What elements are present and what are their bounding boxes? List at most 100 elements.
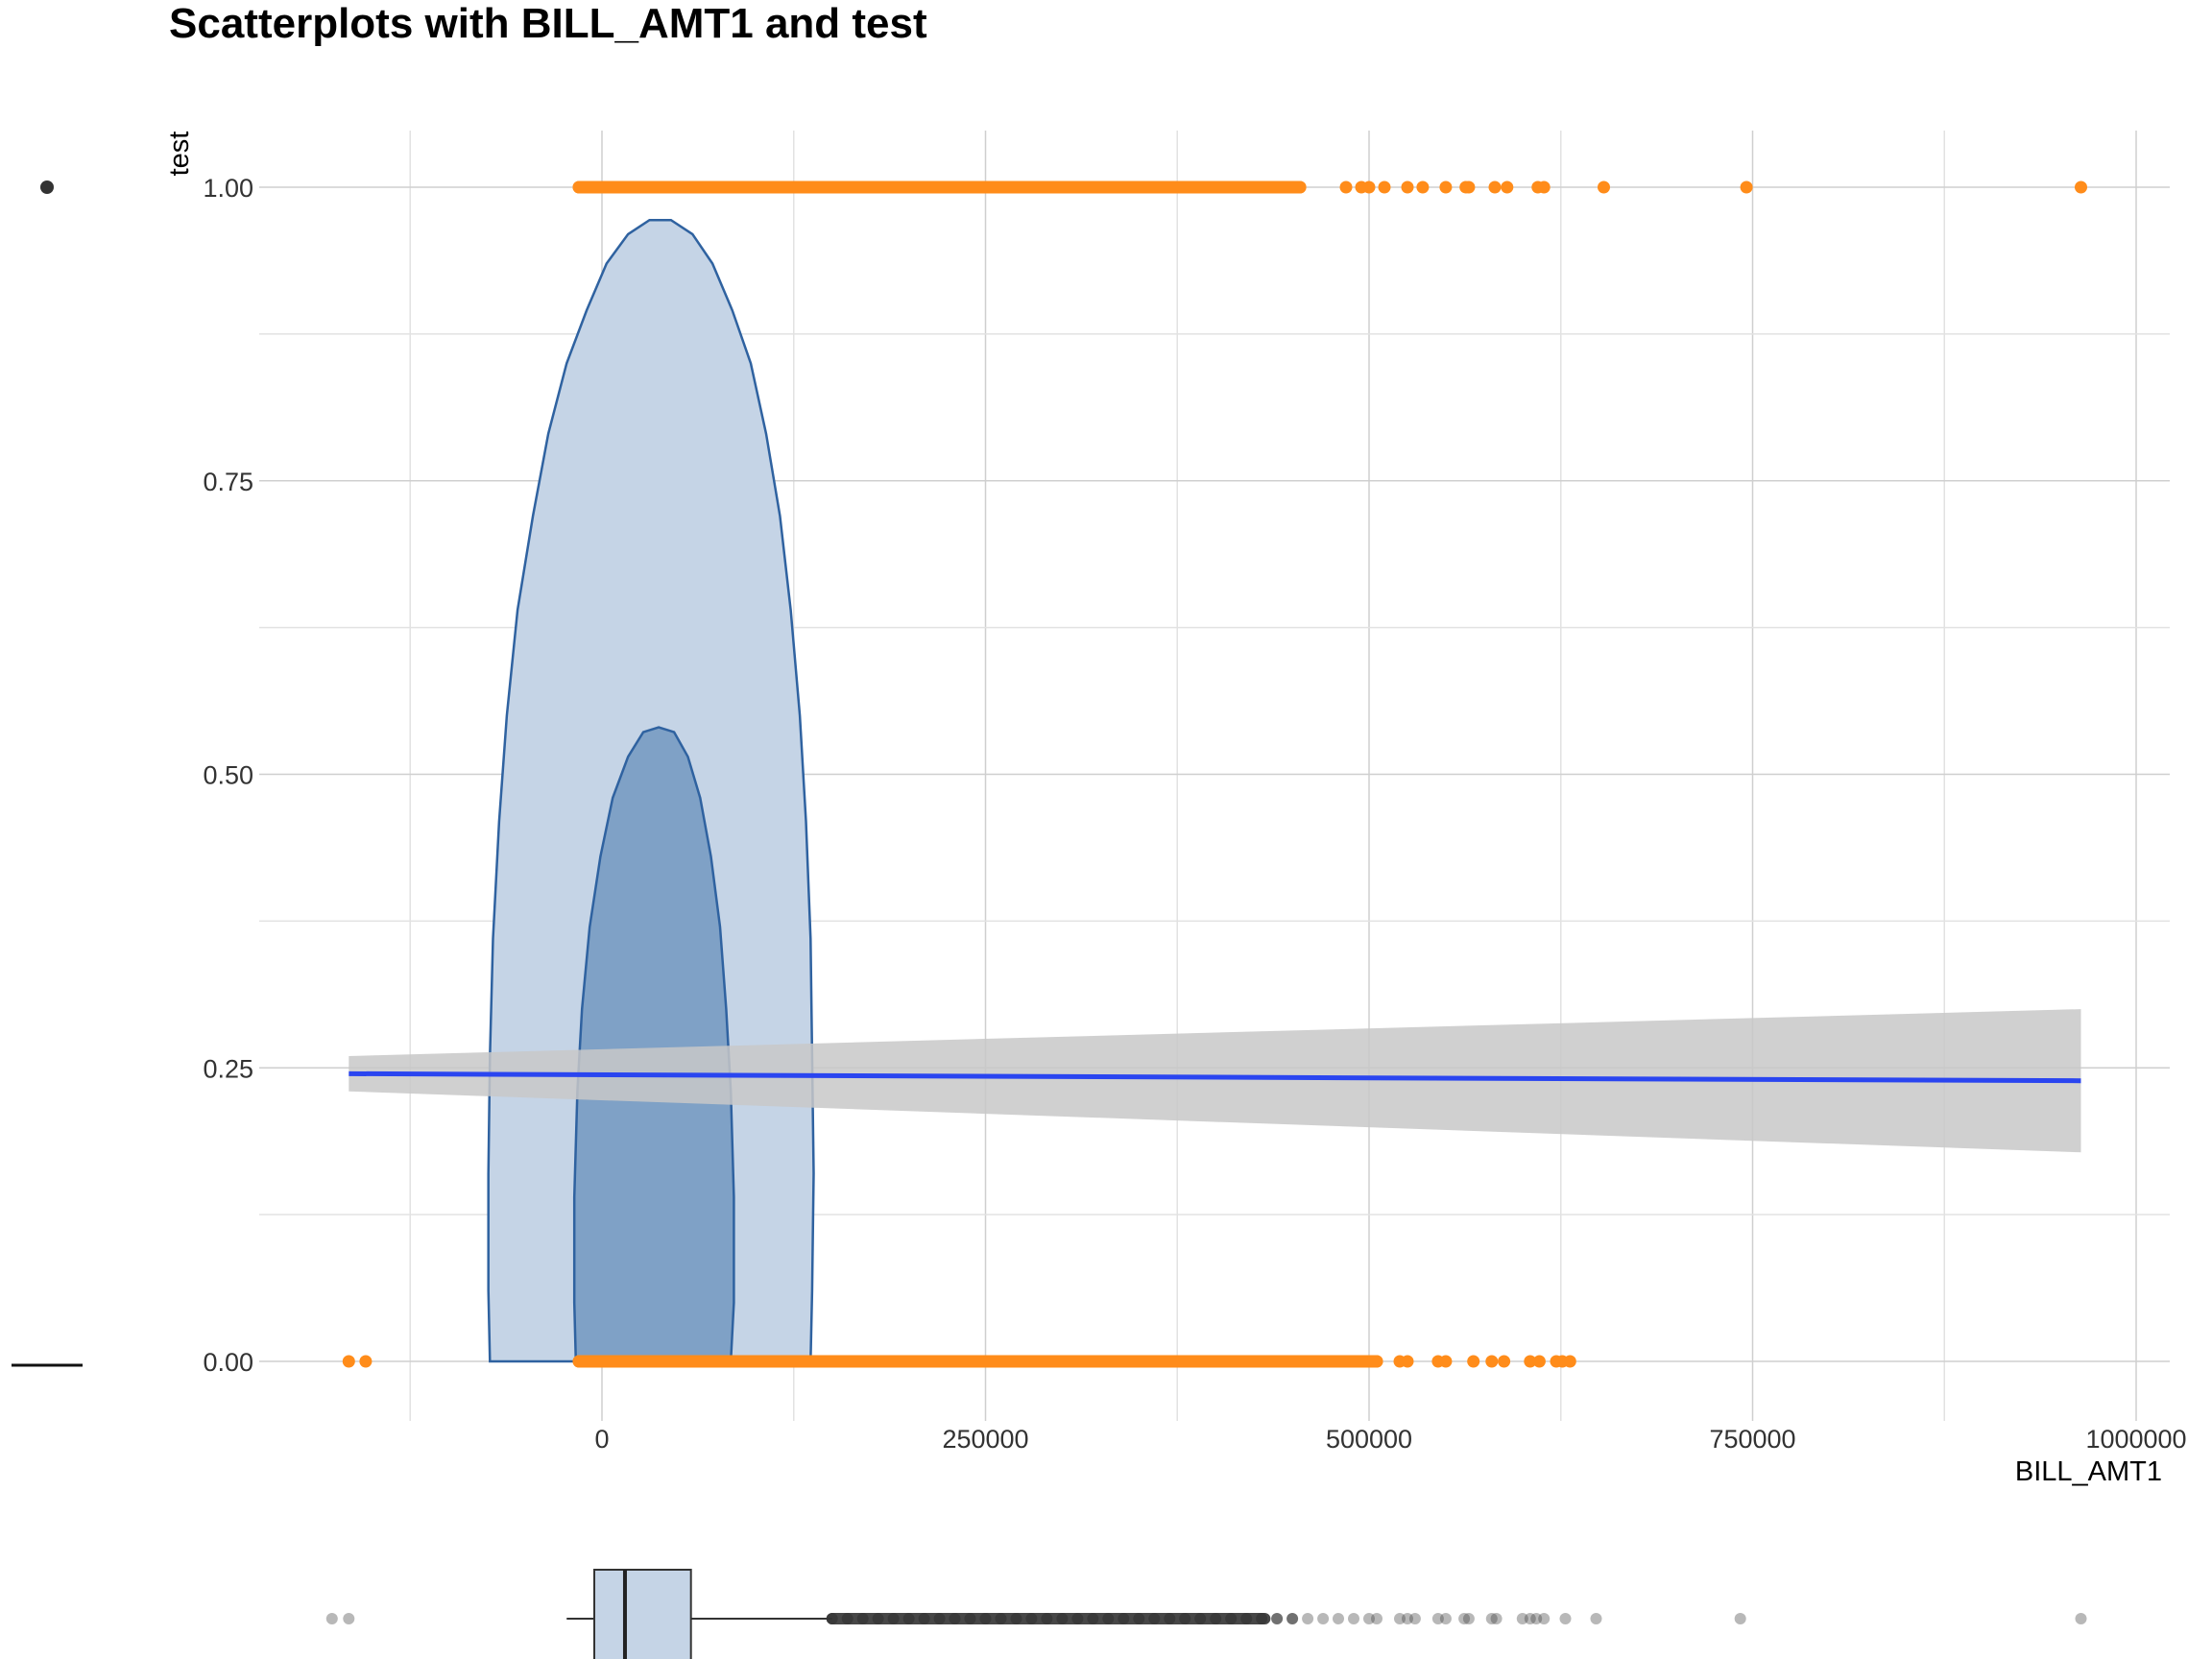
- data-point: [1537, 180, 1551, 194]
- y-axis-ticks: 0.00 0.25 0.50 0.75 1.00: [203, 174, 253, 1377]
- legend-point-key: [40, 180, 54, 194]
- boxplot-outlier: [1102, 1613, 1115, 1624]
- boxplot-outlier: [979, 1613, 992, 1624]
- boxplot-outlier: [1025, 1613, 1038, 1624]
- boxplot-outlier: [1133, 1613, 1145, 1624]
- boxplot-outlier: [1010, 1613, 1022, 1624]
- boxplot-outlier: [1734, 1613, 1746, 1624]
- x-tick-label: 500000: [1326, 1425, 1412, 1454]
- boxplot-outlier: [1485, 1613, 1498, 1624]
- confidence-band-layer: [349, 1009, 2081, 1153]
- x-tick-label: 0: [594, 1425, 609, 1454]
- boxplot-outlier: [902, 1613, 915, 1624]
- boxplot-outlier: [949, 1613, 961, 1624]
- boxplot-outlier: [1363, 1613, 1375, 1624]
- boxplot-outlier: [325, 1613, 338, 1624]
- x-tick-label: 250000: [942, 1425, 1028, 1454]
- data-point: [1339, 180, 1353, 194]
- boxplot-outlier: [933, 1613, 946, 1624]
- data-point: [1378, 180, 1391, 194]
- data-point: [1598, 180, 1610, 194]
- boxplot-outlier: [1210, 1613, 1222, 1624]
- boxplot-outlier: [1317, 1613, 1330, 1624]
- boxplot-outlier: [1439, 1613, 1452, 1624]
- data-point: [1740, 180, 1753, 194]
- boxplot-outlier: [1148, 1613, 1161, 1624]
- data-point: [1501, 180, 1514, 194]
- y-tick-label: 0.00: [203, 1348, 253, 1377]
- boxplot-outlier: [1256, 1613, 1268, 1624]
- data-point: [1498, 1355, 1511, 1368]
- boxplot-outlier: [995, 1613, 1007, 1624]
- data-point: [1485, 1355, 1499, 1368]
- boxplot-outlier: [1225, 1613, 1238, 1624]
- y-tick-label: 0.25: [203, 1054, 253, 1083]
- boxplot-outlier: [1071, 1613, 1084, 1624]
- boxplot-outlier: [1408, 1613, 1421, 1624]
- y-tick-label: 1.00: [203, 174, 253, 203]
- data-point: [342, 1355, 355, 1368]
- y-axis-label: test: [164, 132, 195, 177]
- data-point: [359, 1355, 373, 1368]
- boxplot-outlier: [856, 1613, 869, 1624]
- boxplot-outlier: [1164, 1613, 1176, 1624]
- data-point: [1439, 180, 1453, 194]
- boxplot-outlier: [1302, 1613, 1314, 1624]
- boxplot-outlier: [1490, 1613, 1503, 1624]
- boxplot-outlier: [1194, 1613, 1207, 1624]
- scatter-points: [342, 180, 2087, 1368]
- data-point: [2075, 180, 2087, 194]
- data-point: [1563, 1355, 1576, 1368]
- boxplot-outlier: [1431, 1613, 1444, 1624]
- data-point: [1401, 180, 1414, 194]
- boxplot-outlier: [1530, 1613, 1543, 1624]
- boxplot-outlier: [1179, 1613, 1191, 1624]
- data-point: [1462, 180, 1476, 194]
- boxplot-outlier: [1056, 1613, 1069, 1624]
- boxplot-outlier: [2075, 1613, 2087, 1624]
- chart-title: Scatterplots with BILL_AMT1 and test: [169, 0, 927, 47]
- boxplot-outlier: [964, 1613, 976, 1624]
- boxplot-outlier: [841, 1613, 854, 1624]
- boxplot-outlier: [887, 1613, 900, 1624]
- boxplot-box: [593, 1569, 692, 1659]
- data-point: [1362, 180, 1376, 194]
- data-point: [1467, 1355, 1480, 1368]
- x-axis-label: BILL_AMT1: [2015, 1456, 2162, 1487]
- data-point: [1401, 1355, 1414, 1368]
- boxplot-outlier: [1041, 1613, 1053, 1624]
- boxplot-outlier: [918, 1613, 930, 1624]
- boxplot-outlier: [1087, 1613, 1099, 1624]
- data-point: [1524, 1355, 1537, 1368]
- density-contours: [487, 218, 815, 1363]
- fit-line: [349, 1070, 2081, 1084]
- boxplot-outlier: [1559, 1613, 1572, 1624]
- x-tick-label: 1000000: [2085, 1425, 2186, 1454]
- boxplot: [325, 1569, 2087, 1659]
- boxplot-outlier: [343, 1613, 355, 1624]
- data-point: [1488, 180, 1502, 194]
- boxplot-outlier: [1240, 1613, 1253, 1624]
- boxplot-outlier: [1118, 1613, 1130, 1624]
- boxplot-outlier: [1348, 1613, 1359, 1624]
- boxplot-outlier: [1538, 1613, 1551, 1624]
- boxplot-outlier: [1458, 1613, 1471, 1624]
- boxplot-outlier: [1402, 1613, 1413, 1624]
- boxplot-outlier: [1394, 1613, 1406, 1624]
- y-tick-label: 0.50: [203, 761, 253, 790]
- data-point: [1416, 180, 1430, 194]
- boxplot-outlier: [872, 1613, 884, 1624]
- boxplot-outlier: [1271, 1613, 1284, 1624]
- confidence-band: [349, 1009, 2081, 1153]
- boxplot-outlier: [1333, 1613, 1344, 1624]
- boxplot-outlier: [1371, 1613, 1382, 1624]
- boxplot-outlier: [1462, 1613, 1475, 1624]
- legend-marks: [12, 180, 83, 1367]
- boxplot-outlier: [1516, 1613, 1528, 1624]
- data-point: [1439, 1355, 1453, 1368]
- boxplot-outlier: [1286, 1613, 1299, 1624]
- boxplot-outlier: [826, 1613, 838, 1624]
- boxplot-outlier: [1524, 1613, 1536, 1624]
- boxplot-outlier: [1590, 1613, 1602, 1624]
